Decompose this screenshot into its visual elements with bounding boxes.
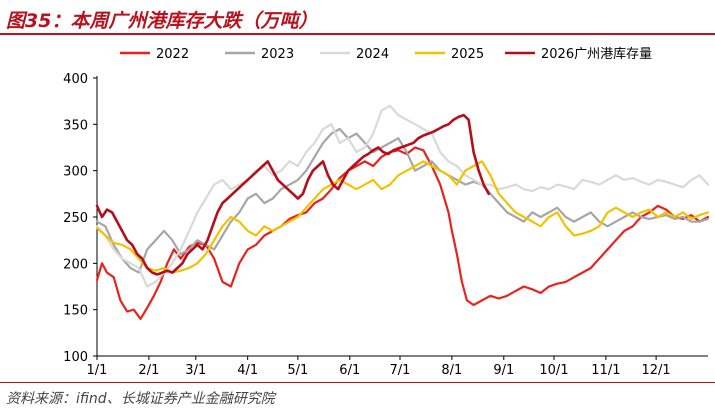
y-tick-label: 150 [63,304,88,319]
legend-label: 2026广州港库存量 [541,46,652,62]
y-tick-label: 300 [63,165,88,180]
chart-title: 图35：本周广州港库存大跌（万吨） [6,10,318,32]
series-line-2022 [95,146,710,320]
x-tick-label: 7/1 [390,363,411,378]
legend-label: 2022 [156,47,189,62]
source-note: 资料来源：ifind、长城证券产业金融研究院 [6,391,275,407]
series-line-2024 [95,104,710,288]
line-chart: 2022 2023 2024 2025 2026广州港库存量 100 150 200 250 3… [63,46,710,378]
x-tick-label: 8/1 [441,363,462,378]
legend-label: 2024 [356,47,389,62]
series-line-2025 [95,160,710,274]
series-lines [95,104,710,320]
x-tick-label: 9/1 [493,363,514,378]
x-tick-label: 1/1 [87,363,108,378]
y-tick-label: 400 [63,72,88,87]
legend-label: 2023 [261,47,294,62]
title-divider [0,33,715,35]
x-tick-label: 10/1 [539,363,568,378]
axes: 100 150 200 250 300 350 400 1/1 2/1 3/1 4/1 5/1 6/1 7… [63,72,708,378]
y-tick-label: 250 [63,211,88,226]
x-tick-label: 12/1 [642,363,671,378]
legend: 2022 2023 2024 2025 2026广州港库存量 [120,46,652,62]
x-tick-label: 3/1 [185,363,206,378]
y-tick-label: 100 [63,350,88,365]
x-tick-label: 4/1 [237,363,258,378]
y-tick-label: 350 [63,118,88,133]
y-tick-label: 200 [63,257,88,272]
x-tick-label: 2/1 [138,363,159,378]
x-tick-label: 5/1 [287,363,308,378]
footer-divider [0,382,715,383]
series-line-2023 [95,127,710,274]
x-tick-label: 11/1 [591,363,620,378]
x-tick-label: 6/1 [339,363,360,378]
legend-label: 2025 [451,47,484,62]
series-line-2026广州港库存量 [95,113,491,276]
